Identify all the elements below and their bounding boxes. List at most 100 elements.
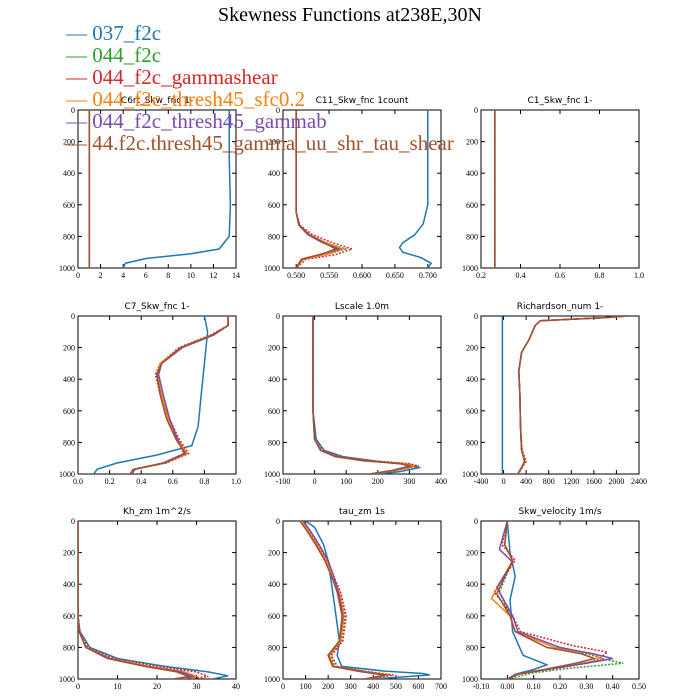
series-line bbox=[301, 521, 394, 679]
y-tick-label: 0 bbox=[474, 517, 478, 526]
series-line bbox=[517, 316, 628, 474]
y-tick-label: 600 bbox=[268, 201, 280, 210]
y-tick-label: 400 bbox=[466, 169, 478, 178]
y-tick-label: 800 bbox=[466, 232, 478, 241]
y-tick-label: 200 bbox=[63, 138, 75, 147]
x-tick-label: 0.4 bbox=[136, 477, 146, 486]
y-tick-label: 600 bbox=[268, 612, 280, 621]
plot-frame bbox=[77, 315, 237, 475]
y-tick-label: 1000 bbox=[462, 264, 478, 273]
y-tick-label: 1000 bbox=[264, 264, 280, 273]
x-tick-label: 0.10 bbox=[527, 682, 541, 691]
x-tick-label: 0 bbox=[313, 477, 317, 486]
y-tick-label: 200 bbox=[268, 138, 280, 147]
y-tick-label: 0 bbox=[276, 312, 280, 321]
series-line bbox=[493, 521, 610, 679]
y-tick-label: 200 bbox=[268, 549, 280, 558]
x-tick-label: 0 bbox=[76, 682, 80, 691]
x-tick-label: 14 bbox=[232, 271, 240, 280]
series-line bbox=[305, 521, 430, 679]
chart-panel: C11_Skw_fnc 1count 0.500 0.550 0.600 0.650 0.… bbox=[264, 96, 442, 280]
series-line bbox=[517, 316, 628, 474]
series-line bbox=[78, 521, 192, 679]
plot-frame bbox=[480, 315, 640, 475]
y-tick-label: 1000 bbox=[462, 470, 478, 479]
x-tick-label: 2000 bbox=[608, 477, 624, 486]
y-tick-label: 0 bbox=[71, 106, 75, 115]
legend-swatch: — bbox=[66, 87, 93, 111]
panel-title: Lscale 1.0m bbox=[335, 302, 389, 312]
x-tick-label: 1600 bbox=[586, 477, 602, 486]
series-line bbox=[122, 110, 232, 268]
x-tick-label: 400 bbox=[520, 477, 532, 486]
x-tick-label: 400 bbox=[367, 682, 379, 691]
y-tick-label: 800 bbox=[63, 643, 75, 652]
figure-title: Skewness Functions at238E,30N bbox=[218, 4, 482, 26]
x-tick-label: 0.6 bbox=[555, 271, 565, 280]
series-line bbox=[78, 521, 200, 679]
x-tick-label: 0.600 bbox=[353, 271, 371, 280]
series-line bbox=[517, 316, 628, 474]
chart-panel: Richardson_num 1--400 0 400 800 1200 1600 2000… bbox=[462, 302, 647, 486]
series-line bbox=[129, 316, 229, 474]
x-tick-label: 100 bbox=[340, 477, 352, 486]
series-line bbox=[312, 316, 420, 474]
y-tick-label: 400 bbox=[63, 169, 75, 178]
x-tick-label: 200 bbox=[372, 477, 384, 486]
x-tick-label: -400 bbox=[474, 477, 489, 486]
y-tick-label: 200 bbox=[63, 344, 75, 353]
x-tick-label: 0.6 bbox=[168, 477, 178, 486]
plot-frame bbox=[77, 109, 237, 269]
chart-panel: tau_zm 1s 0 100 200 300 400 500 600 700 0 200 400 60… bbox=[264, 507, 447, 691]
x-tick-label: 1.0 bbox=[231, 477, 241, 486]
legend-swatch: — bbox=[66, 109, 93, 133]
legend-entry: — 037_f2c bbox=[66, 22, 454, 44]
x-tick-label: 0.2 bbox=[476, 271, 486, 280]
y-tick-label: 800 bbox=[268, 438, 280, 447]
x-tick-label: 20 bbox=[153, 682, 161, 691]
x-tick-label: 0.700 bbox=[419, 271, 437, 280]
y-tick-label: 600 bbox=[268, 407, 280, 416]
panel-title: C6rt_Skw_fnc 1- bbox=[121, 96, 193, 106]
chart-panel: Lscale 1.0m -100 0 100 200 300 400 0 200 400 600 80… bbox=[264, 302, 447, 486]
x-tick-label: 10 bbox=[187, 271, 195, 280]
x-tick-label: 0.20 bbox=[553, 682, 567, 691]
plot-frame bbox=[282, 315, 442, 475]
y-tick-label: 600 bbox=[63, 407, 75, 416]
x-tick-label: 800 bbox=[543, 477, 555, 486]
x-tick-label: 700 bbox=[435, 682, 447, 691]
x-tick-label: 10 bbox=[114, 682, 122, 691]
y-tick-label: 800 bbox=[268, 643, 280, 652]
y-tick-label: 200 bbox=[268, 344, 280, 353]
y-tick-label: 400 bbox=[466, 580, 478, 589]
y-tick-label: 800 bbox=[63, 232, 75, 241]
x-tick-label: 400 bbox=[435, 477, 447, 486]
legend-swatch: — bbox=[66, 131, 93, 155]
x-tick-label: 8 bbox=[166, 271, 170, 280]
x-tick-label: 0 bbox=[281, 682, 285, 691]
x-tick-label: 500 bbox=[390, 682, 402, 691]
legend-label: 037_f2c bbox=[92, 21, 162, 45]
x-tick-label: 0.00 bbox=[500, 682, 514, 691]
series-line bbox=[312, 316, 410, 474]
x-tick-label: 30 bbox=[193, 682, 201, 691]
series-line bbox=[300, 521, 387, 679]
series-line bbox=[131, 316, 229, 474]
y-tick-label: 600 bbox=[466, 201, 478, 210]
series-line bbox=[495, 521, 597, 679]
y-tick-label: 600 bbox=[466, 407, 478, 416]
legend-label: 044_f2c_thresh45_gammab bbox=[92, 109, 327, 133]
plot-frame bbox=[282, 520, 442, 680]
series-line bbox=[312, 316, 422, 474]
series-line bbox=[517, 316, 628, 474]
y-tick-label: 400 bbox=[63, 580, 75, 589]
legend-swatch: — bbox=[66, 65, 93, 89]
x-tick-label: 0.500 bbox=[287, 271, 305, 280]
plot-frame bbox=[480, 109, 640, 269]
y-tick-label: 800 bbox=[466, 643, 478, 652]
x-tick-label: 2 bbox=[99, 271, 103, 280]
x-tick-label: 0.50 bbox=[632, 682, 646, 691]
series-line bbox=[498, 521, 624, 679]
